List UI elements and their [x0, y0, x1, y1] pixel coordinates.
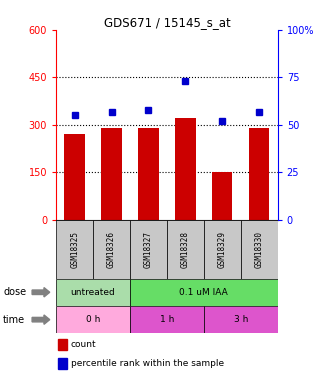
Text: GSM18329: GSM18329: [218, 231, 227, 268]
Bar: [138, 128, 159, 220]
Text: percentile rank within the sample: percentile rank within the sample: [71, 359, 224, 368]
Text: GSM18328: GSM18328: [181, 231, 190, 268]
Bar: [58, 339, 67, 350]
Title: GDS671 / 15145_s_at: GDS671 / 15145_s_at: [104, 16, 230, 29]
Text: 0.1 uM IAA: 0.1 uM IAA: [179, 288, 228, 297]
Bar: [56, 306, 130, 333]
Bar: [204, 220, 241, 279]
Text: GSM18325: GSM18325: [70, 231, 79, 268]
Bar: [56, 279, 130, 306]
Text: GSM18326: GSM18326: [107, 231, 116, 268]
Text: GSM18327: GSM18327: [144, 231, 153, 268]
Bar: [167, 220, 204, 279]
Text: time: time: [3, 315, 25, 325]
Text: 0 h: 0 h: [86, 315, 100, 324]
Bar: [175, 118, 195, 220]
Text: 3 h: 3 h: [234, 315, 248, 324]
Bar: [249, 128, 269, 220]
Text: count: count: [71, 340, 96, 349]
Text: dose: dose: [3, 287, 26, 297]
Bar: [212, 172, 232, 220]
Bar: [65, 134, 85, 220]
Bar: [101, 128, 122, 220]
Bar: [241, 220, 278, 279]
Bar: [204, 306, 278, 333]
Bar: [58, 358, 67, 369]
Bar: [130, 220, 167, 279]
Bar: [130, 279, 278, 306]
Bar: [130, 306, 204, 333]
Bar: [93, 220, 130, 279]
Bar: [56, 220, 93, 279]
Text: GSM18330: GSM18330: [255, 231, 264, 268]
Text: 1 h: 1 h: [160, 315, 174, 324]
Text: untreated: untreated: [71, 288, 116, 297]
